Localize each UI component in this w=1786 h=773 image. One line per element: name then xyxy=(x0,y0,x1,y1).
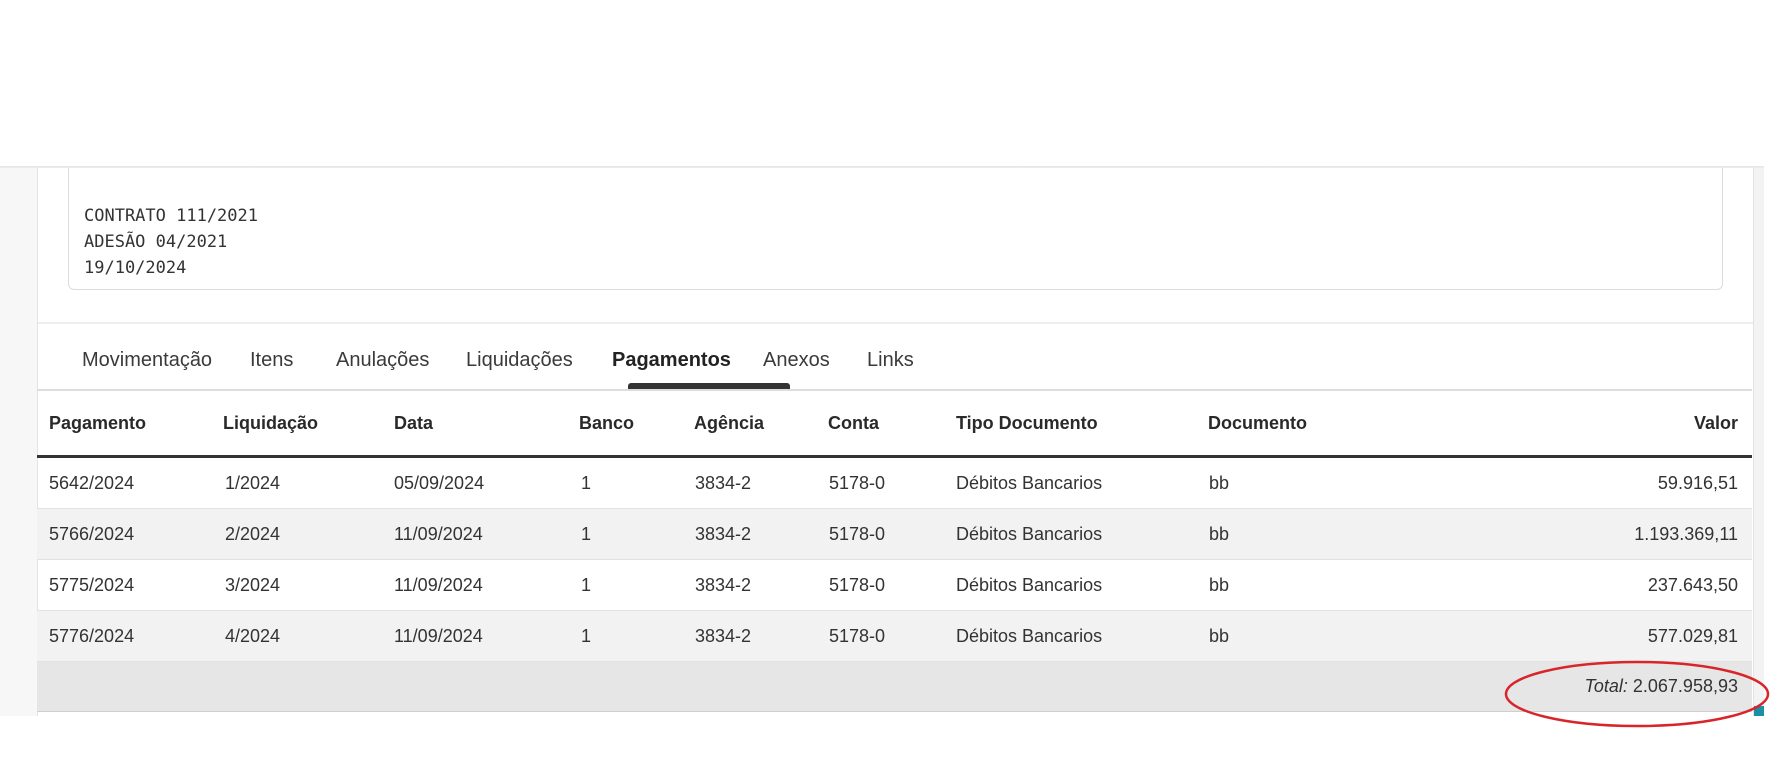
column-header-banco[interactable]: Banco xyxy=(579,413,635,433)
tab-links[interactable]: Links xyxy=(867,349,914,371)
observations-box: CONTRATO 111/2021 ADESÃO 04/2021 19/10/2… xyxy=(68,168,1723,290)
total-amount: Total: 2.067.958,93 xyxy=(1585,662,1739,711)
cell-valor: 59.916,51 xyxy=(1657,473,1738,493)
cell-valor: 237.643,50 xyxy=(1647,575,1738,595)
table-row[interactable]: 5642/2024 1/2024 05/09/2024 1 3834-2 517… xyxy=(37,458,1752,509)
cell-agencia: 3834-2 xyxy=(695,626,752,646)
observation-line: CONTRATO 111/2021 xyxy=(84,206,258,226)
cell-agencia: 3834-2 xyxy=(695,575,752,595)
column-header-agencia[interactable]: Agência xyxy=(694,413,765,433)
cell-banco: 1 xyxy=(581,626,592,646)
left-gutter xyxy=(0,168,37,716)
total-value: 2.067.958,93 xyxy=(1632,676,1738,696)
cell-tipo-documento: Débitos Bancarios xyxy=(956,473,1103,493)
cell-data: 11/09/2024 xyxy=(394,575,483,595)
column-header-conta[interactable]: Conta xyxy=(828,413,879,433)
table-header: Pagamento Liquidação Data Banco Agência … xyxy=(37,391,1752,458)
cell-documento: bb xyxy=(1209,473,1230,493)
column-header-valor[interactable]: Valor xyxy=(1693,413,1738,433)
tab-liquidacoes[interactable]: Liquidações xyxy=(466,349,573,371)
column-header-liquidacao[interactable]: Liquidação xyxy=(223,413,319,433)
table-row[interactable]: 5766/2024 2/2024 11/09/2024 1 3834-2 517… xyxy=(37,509,1752,560)
cell-documento: bb xyxy=(1209,575,1230,595)
observation-line: 19/10/2024 xyxy=(84,258,187,278)
corner-accent xyxy=(1754,706,1764,716)
tab-movimentacao[interactable]: Movimentação xyxy=(82,349,213,371)
tab-anulacoes[interactable]: Anulações xyxy=(336,349,430,371)
cell-agencia: 3834-2 xyxy=(695,473,752,493)
cell-data: 05/09/2024 xyxy=(394,473,485,493)
cell-banco: 1 xyxy=(581,575,592,595)
column-header-documento[interactable]: Documento xyxy=(1208,413,1307,433)
cell-liquidacao: 1/2024 xyxy=(225,473,281,493)
tab-itens[interactable]: Itens xyxy=(250,349,294,371)
cell-conta: 5178-0 xyxy=(829,626,886,646)
cell-data: 11/09/2024 xyxy=(394,524,483,544)
cell-tipo-documento: Débitos Bancarios xyxy=(956,524,1103,544)
cell-tipo-documento: Débitos Bancarios xyxy=(956,626,1103,646)
cell-banco: 1 xyxy=(581,524,592,544)
cell-liquidacao: 3/2024 xyxy=(225,575,281,595)
active-tab-indicator xyxy=(628,383,790,389)
column-header-pagamento[interactable]: Pagamento xyxy=(49,413,147,433)
cell-conta: 5178-0 xyxy=(829,575,886,595)
cell-agencia: 3834-2 xyxy=(695,524,752,544)
cell-valor: 1.193.369,11 xyxy=(1634,524,1738,544)
column-header-tipo-documento[interactable]: Tipo Documento xyxy=(956,413,1098,433)
column-header-data[interactable]: Data xyxy=(394,413,434,433)
cell-data: 11/09/2024 xyxy=(394,626,483,646)
table-row[interactable]: 5776/2024 4/2024 11/09/2024 1 3834-2 517… xyxy=(37,611,1752,662)
cell-pagamento: 5642/2024 xyxy=(49,473,135,493)
table-row[interactable]: 5775/2024 3/2024 11/09/2024 1 3834-2 517… xyxy=(37,560,1752,611)
section-divider xyxy=(38,322,1753,324)
cell-liquidacao: 4/2024 xyxy=(225,626,281,646)
cell-documento: bb xyxy=(1209,626,1230,646)
tab-anexos[interactable]: Anexos xyxy=(763,349,830,371)
cell-conta: 5178-0 xyxy=(829,473,886,493)
total-label: Total: xyxy=(1584,676,1628,696)
table-footer: Total: 2.067.958,93 xyxy=(37,662,1752,712)
cell-banco: 1 xyxy=(581,473,592,493)
cell-pagamento: 5766/2024 xyxy=(49,524,135,544)
cell-conta: 5178-0 xyxy=(829,524,886,544)
cell-pagamento: 5775/2024 xyxy=(49,575,135,595)
right-gutter xyxy=(1752,168,1764,716)
payments-table: Pagamento Liquidação Data Banco Agência … xyxy=(37,391,1752,712)
cell-tipo-documento: Débitos Bancarios xyxy=(956,575,1103,595)
cell-liquidacao: 2/2024 xyxy=(225,524,281,544)
tab-pagamentos[interactable]: Pagamentos xyxy=(612,349,731,371)
tab-bar-border xyxy=(37,389,1752,391)
observation-line: ADESÃO 04/2021 xyxy=(84,232,228,252)
cell-documento: bb xyxy=(1209,524,1230,544)
cell-pagamento: 5776/2024 xyxy=(49,626,135,646)
cell-valor: 577.029,81 xyxy=(1647,626,1738,646)
